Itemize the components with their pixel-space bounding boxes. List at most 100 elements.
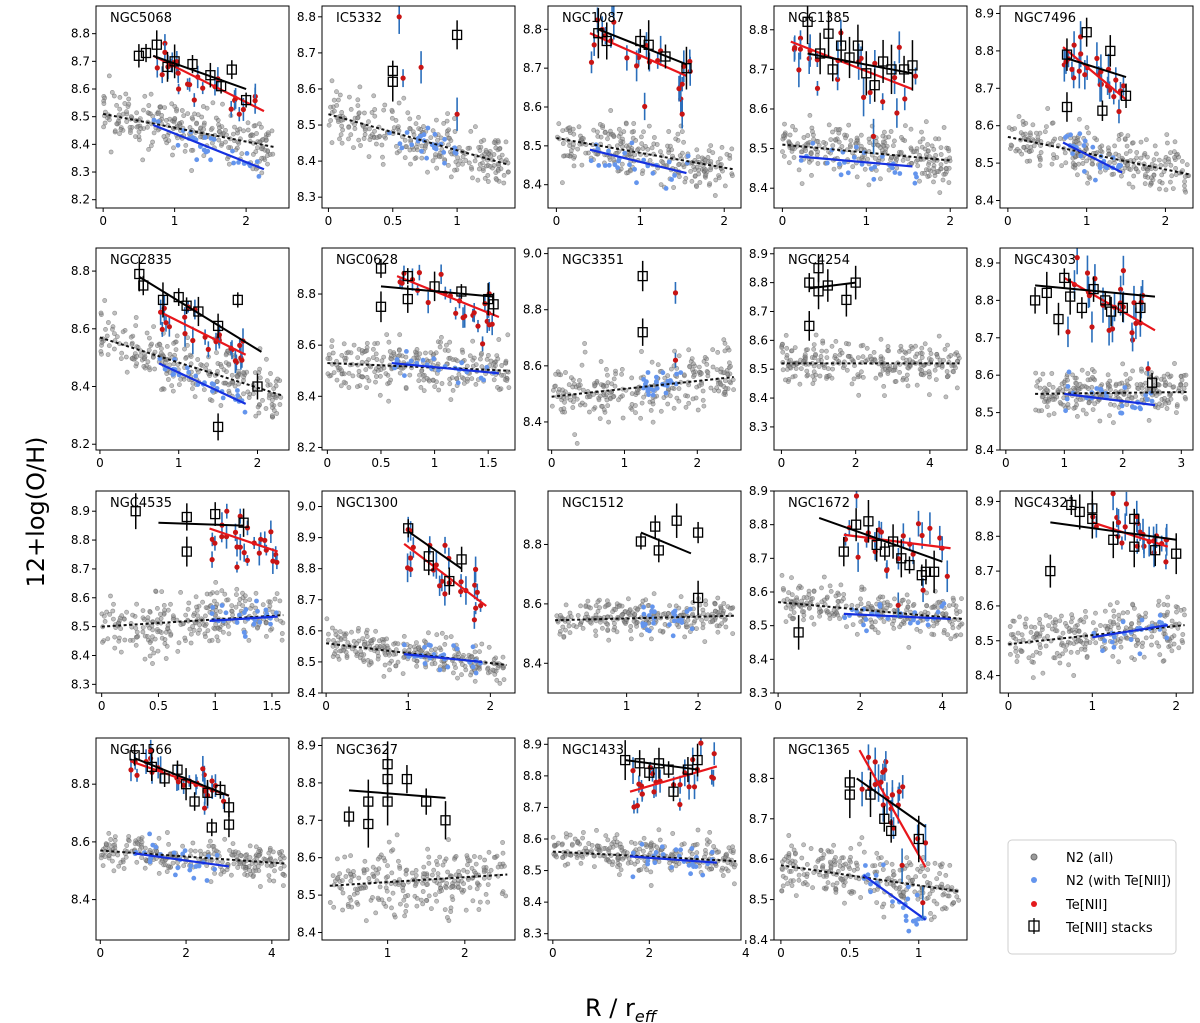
n2-all-point bbox=[1180, 158, 1185, 164]
n2-all-point bbox=[595, 133, 601, 139]
n2-all-point bbox=[813, 332, 819, 338]
stack-fit-line bbox=[380, 285, 494, 298]
n2-all-point bbox=[943, 394, 949, 400]
n2-all-point bbox=[793, 127, 798, 133]
n2-te-point bbox=[1093, 177, 1098, 183]
x-tick-label: 0 bbox=[96, 456, 104, 470]
stack-marker bbox=[238, 517, 249, 528]
n2-all-point bbox=[639, 349, 644, 354]
plot-area bbox=[324, 516, 507, 686]
n2-te-point bbox=[404, 130, 410, 135]
n2-all-point bbox=[1172, 139, 1178, 145]
n2-all-point bbox=[331, 97, 337, 103]
n2-all-point bbox=[611, 133, 617, 139]
n2-all-point bbox=[1030, 122, 1036, 128]
n2-te-point bbox=[399, 145, 405, 151]
n2-all-point bbox=[830, 129, 835, 135]
n2-all-point bbox=[919, 372, 924, 377]
panel-name: NGC7496 bbox=[1014, 11, 1076, 26]
n2-all-point bbox=[791, 610, 797, 615]
n2-te-point bbox=[667, 622, 672, 628]
n2-all-point bbox=[1107, 378, 1113, 384]
n2-all-point bbox=[949, 363, 955, 369]
n2-all-point bbox=[249, 603, 255, 608]
n2-all-point bbox=[352, 126, 358, 132]
n2-all-point bbox=[170, 388, 176, 394]
n2-all-point bbox=[827, 583, 833, 589]
n2-all-point bbox=[1151, 157, 1157, 163]
n2-all-point bbox=[395, 659, 401, 665]
n2-all-point bbox=[828, 589, 834, 594]
panel-name: NGC4303 bbox=[1014, 253, 1076, 268]
n2-all-point bbox=[495, 138, 501, 144]
n2-all-point bbox=[126, 101, 132, 107]
y-tick-label: 8.7 bbox=[297, 593, 316, 607]
n2-all-point bbox=[354, 384, 360, 390]
stack-fit-line bbox=[1066, 57, 1127, 79]
n2-all-point bbox=[915, 163, 921, 169]
y-tick-label: 8.7 bbox=[523, 61, 542, 75]
n2-all-point bbox=[1098, 148, 1104, 154]
te-point bbox=[191, 97, 197, 103]
n2-all-point bbox=[355, 628, 361, 634]
n2-te-point bbox=[419, 148, 424, 154]
n2-all-point bbox=[360, 636, 366, 641]
n2-all-point bbox=[356, 110, 362, 116]
n2-all-point bbox=[881, 383, 887, 389]
n2-all-point bbox=[107, 117, 112, 123]
n2-all-point bbox=[237, 126, 243, 132]
n2-te-fit-line bbox=[152, 123, 265, 171]
n2-all-point bbox=[133, 315, 139, 320]
n2-all-point bbox=[435, 137, 440, 143]
stack-marker bbox=[140, 47, 152, 59]
n2-all-point bbox=[1183, 382, 1189, 387]
y-tick-label: 8.3 bbox=[71, 677, 90, 691]
n2-all-point bbox=[270, 151, 276, 157]
n2-all-point bbox=[350, 373, 356, 379]
n2-all-point bbox=[232, 383, 238, 389]
n2-te-point bbox=[915, 620, 921, 626]
n2-all-point bbox=[149, 341, 154, 347]
n2-all-point bbox=[821, 574, 827, 580]
n2-all-point bbox=[152, 636, 158, 642]
n2-te-point bbox=[654, 379, 659, 384]
stack-marker bbox=[212, 421, 224, 433]
n2-all-point bbox=[919, 351, 925, 356]
n2-all-point bbox=[1135, 169, 1141, 175]
n2-all-point bbox=[214, 634, 220, 640]
n2-all-point bbox=[730, 377, 736, 383]
n2-te-point bbox=[641, 604, 646, 610]
n2-all-point bbox=[200, 104, 206, 109]
n2-all-point bbox=[168, 601, 173, 607]
n2-te-point bbox=[1070, 151, 1075, 157]
n2-all-point bbox=[811, 342, 817, 347]
n2-all-point bbox=[680, 150, 685, 156]
stack-marker bbox=[456, 286, 467, 297]
te-point bbox=[166, 324, 172, 330]
x-tick-label: 1 bbox=[623, 699, 631, 713]
n2-all-point bbox=[219, 588, 225, 594]
n2-te-point bbox=[798, 158, 804, 163]
n2-all-point bbox=[369, 110, 375, 115]
n2-all-point bbox=[824, 355, 830, 360]
n2-all-point bbox=[396, 100, 402, 106]
y-tick-label: 8.6 bbox=[71, 82, 90, 96]
n2-all-point bbox=[403, 385, 409, 390]
y-tick-label: 8.5 bbox=[975, 156, 994, 170]
n2-all-point bbox=[102, 95, 108, 101]
n2-all-point bbox=[579, 400, 585, 406]
te-point bbox=[679, 81, 685, 87]
n2-all-point bbox=[626, 596, 631, 602]
n2-all-point bbox=[461, 380, 467, 386]
n2-all-point bbox=[269, 401, 275, 407]
x-tick-label: 0 bbox=[99, 214, 107, 228]
n2-all-point bbox=[164, 643, 170, 649]
n2-all-point bbox=[1083, 411, 1089, 417]
n2-all-point bbox=[430, 377, 436, 383]
n2-all-point bbox=[485, 179, 491, 184]
n2-all-point bbox=[124, 609, 129, 615]
n2-all-point bbox=[708, 167, 713, 173]
x-tick-label: 0 bbox=[324, 456, 332, 470]
n2-all-point bbox=[657, 628, 663, 634]
n2-all-point bbox=[924, 590, 929, 596]
